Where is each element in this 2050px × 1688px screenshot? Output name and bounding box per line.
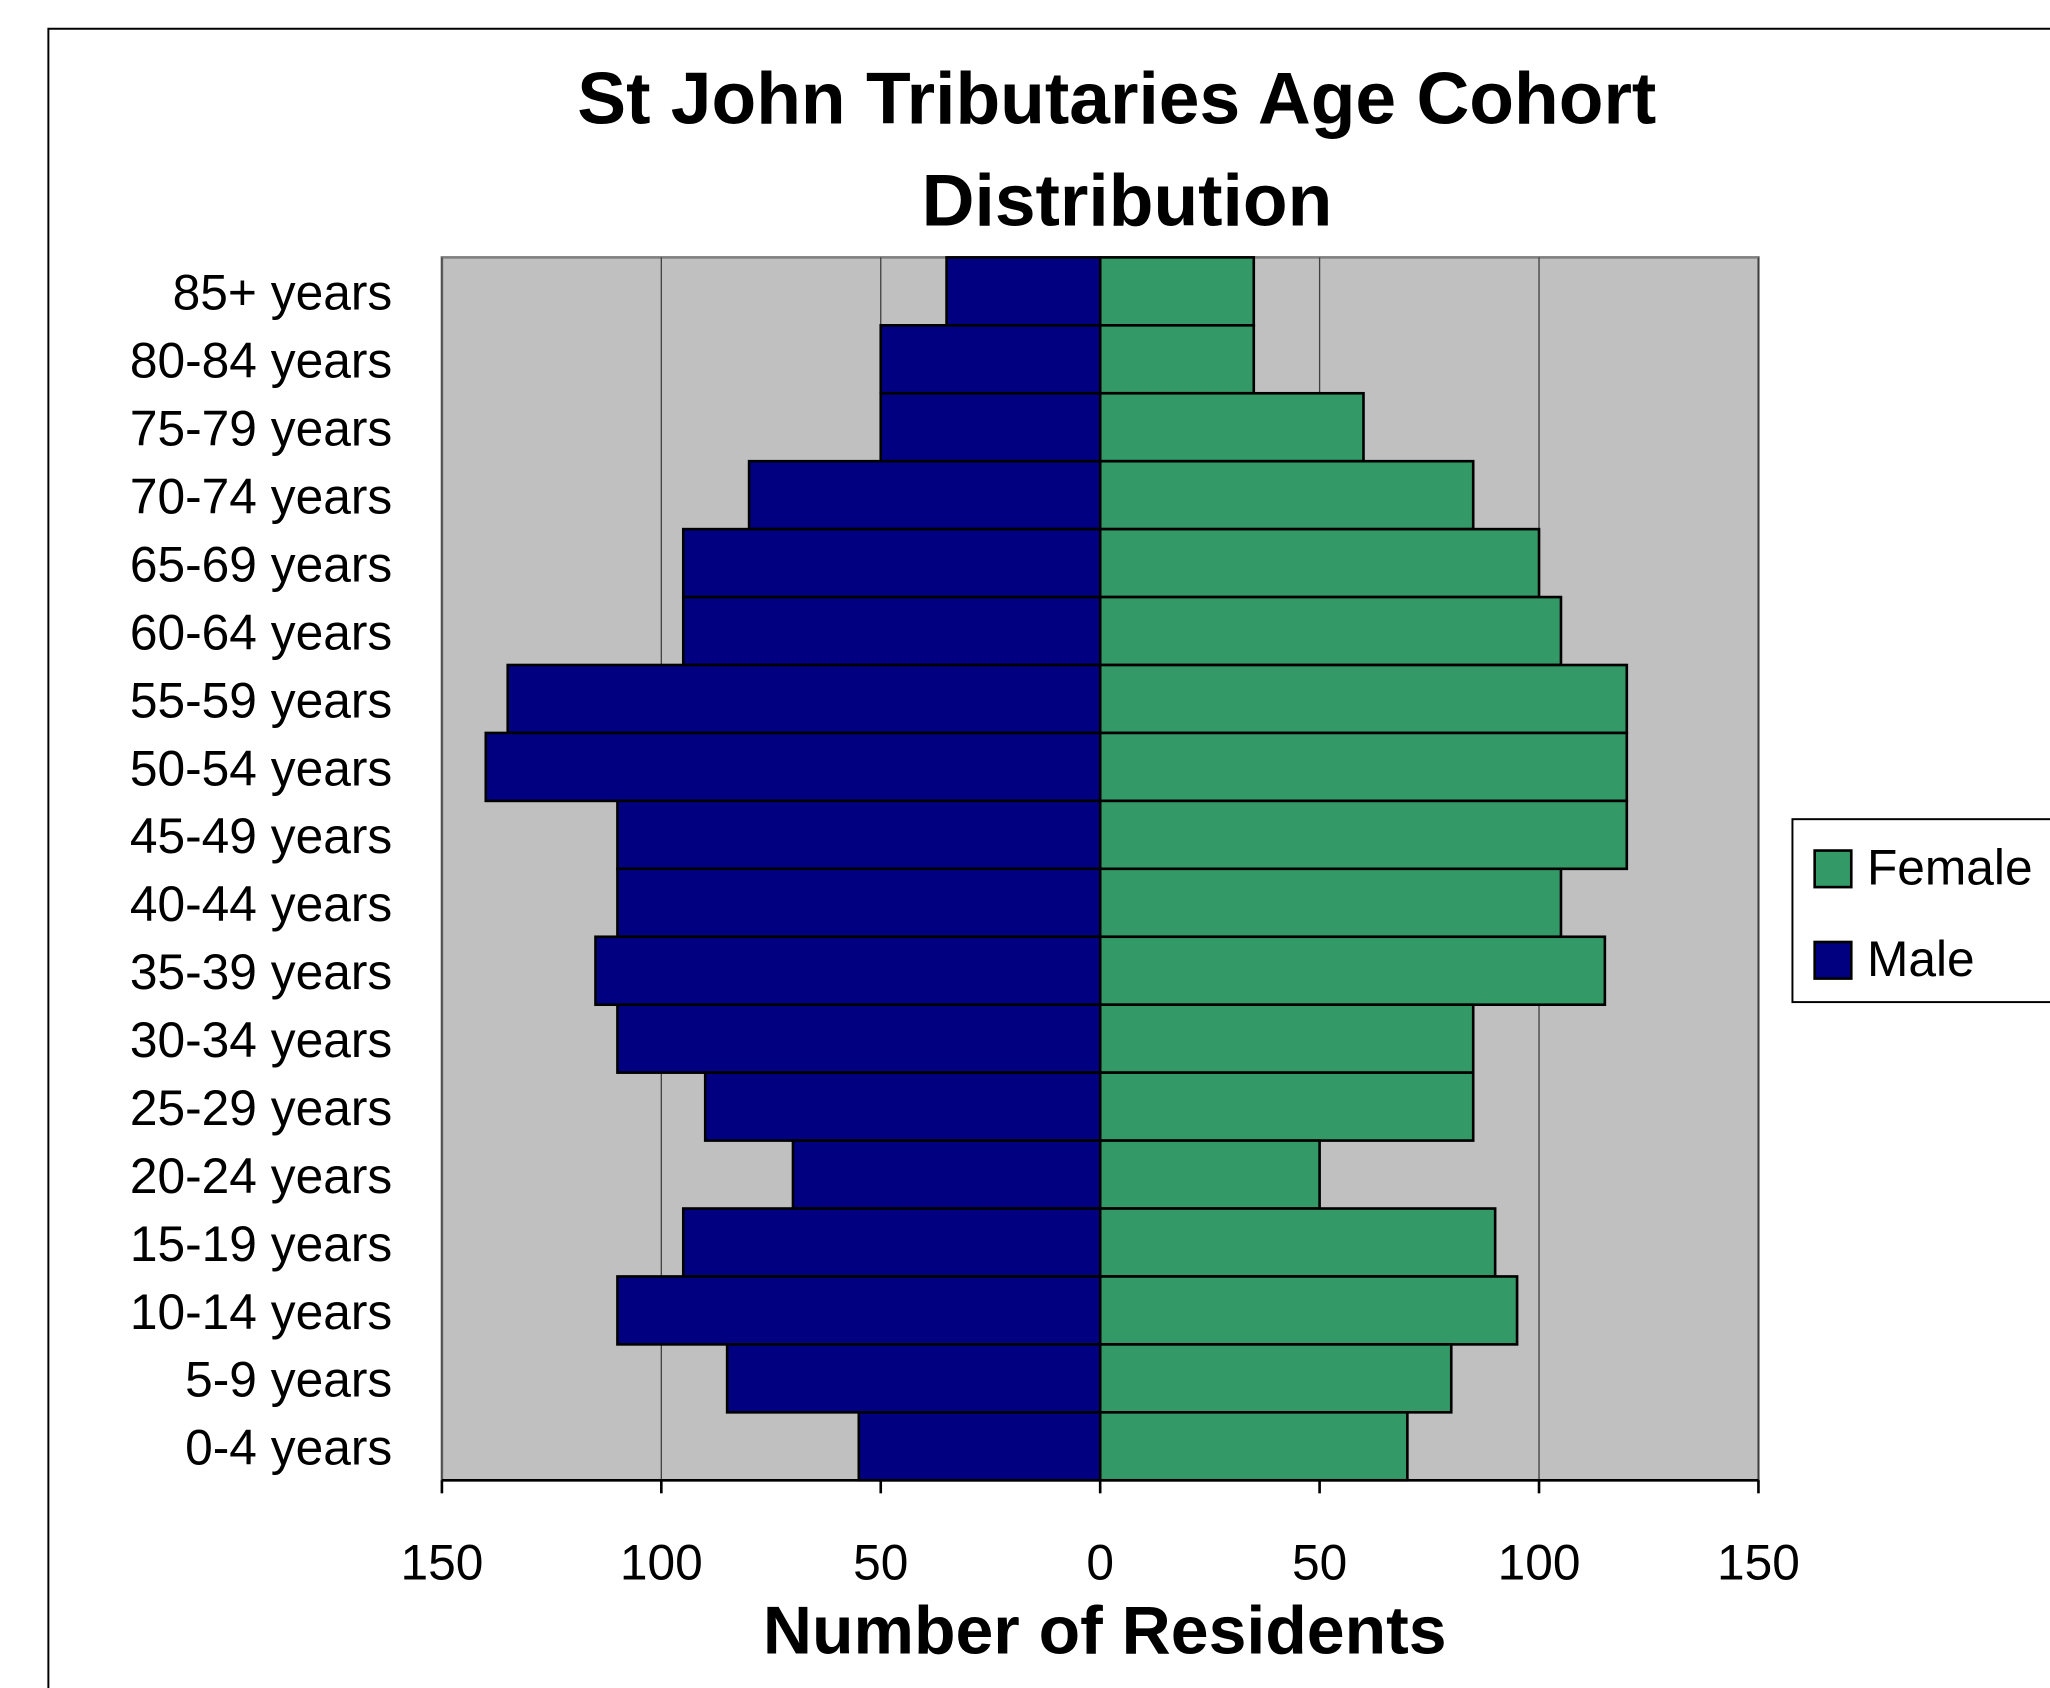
bar	[1098, 867, 1563, 939]
bar	[1098, 663, 1629, 735]
y-tick-label: 60-64 years	[130, 604, 392, 660]
bar	[791, 1139, 1102, 1210]
y-tick-label: 65-69 years	[130, 536, 392, 592]
bar	[1098, 391, 1365, 463]
bar	[1098, 731, 1629, 803]
bar	[945, 256, 1102, 327]
bar	[725, 1343, 1102, 1414]
bar	[1098, 1071, 1475, 1142]
bar	[1098, 324, 1256, 395]
bar	[681, 595, 1102, 667]
bar	[1098, 459, 1475, 531]
y-tick-label: 35-39 years	[130, 944, 392, 1000]
x-tick-label: 100	[620, 1535, 703, 1591]
x-axis-title: Number of Residents	[763, 1593, 1447, 1669]
title-line: St John Tributaries Age Cohort	[577, 58, 1656, 140]
legend-label: Female	[1867, 840, 2033, 896]
legend-swatch	[1813, 849, 1853, 889]
bar	[879, 391, 1102, 463]
x-tick-label: 50	[1292, 1535, 1347, 1591]
bar	[616, 1003, 1102, 1074]
bar	[1098, 1139, 1321, 1210]
y-tick-label: 70-74 years	[130, 469, 392, 525]
y-tick-label: 15-19 years	[130, 1216, 392, 1272]
y-tick-label: 25-29 years	[130, 1080, 392, 1136]
y-tick-label: 40-44 years	[130, 876, 392, 932]
y-tick-label: 80-84 years	[130, 333, 392, 389]
y-tick-label: 50-54 years	[130, 740, 392, 796]
bar	[506, 663, 1102, 735]
bar	[703, 1071, 1102, 1142]
y-tick-label: 45-49 years	[130, 808, 392, 864]
bar	[879, 324, 1102, 395]
title-line: Distribution	[922, 160, 1333, 242]
y-tick-label: 85+ years	[173, 265, 393, 321]
bar	[857, 1411, 1102, 1482]
bar	[594, 935, 1102, 1007]
y-tick-label: 75-79 years	[130, 401, 392, 457]
x-tick-label: 150	[400, 1535, 483, 1591]
bar	[1098, 527, 1541, 599]
bar	[747, 459, 1102, 531]
y-tick-label: 30-34 years	[130, 1012, 392, 1068]
y-tick-label: 5-9 years	[185, 1352, 392, 1408]
bar	[681, 527, 1102, 599]
bar	[1098, 595, 1563, 667]
bar	[1098, 799, 1629, 871]
x-tick-label: 100	[1498, 1535, 1581, 1591]
bar	[616, 799, 1102, 871]
x-tick-label: 50	[853, 1535, 908, 1591]
bar	[484, 731, 1102, 803]
bar	[1098, 1207, 1497, 1278]
bar	[681, 1207, 1102, 1278]
y-tick-label: 20-24 years	[130, 1148, 392, 1204]
bar	[1098, 1275, 1519, 1346]
bar	[1098, 1003, 1475, 1074]
y-tick-label: 0-4 years	[185, 1420, 392, 1476]
x-tick-label: 150	[1717, 1535, 1800, 1591]
legend-swatch	[1813, 940, 1853, 980]
bar	[1098, 935, 1607, 1007]
bar	[1098, 1343, 1453, 1414]
legend-label: Male	[1867, 931, 1975, 987]
bar	[616, 1275, 1102, 1346]
x-tick-label: 0	[1086, 1535, 1114, 1591]
chart-border	[47, 27, 2050, 1688]
bar	[1098, 1411, 1409, 1482]
chart-title: St John Tributaries Age Cohort Distribut…	[577, 58, 1676, 242]
bar	[1098, 256, 1256, 327]
y-tick-label: 10-14 years	[130, 1284, 392, 1340]
bar	[616, 867, 1102, 939]
y-tick-label: 55-59 years	[130, 672, 392, 728]
